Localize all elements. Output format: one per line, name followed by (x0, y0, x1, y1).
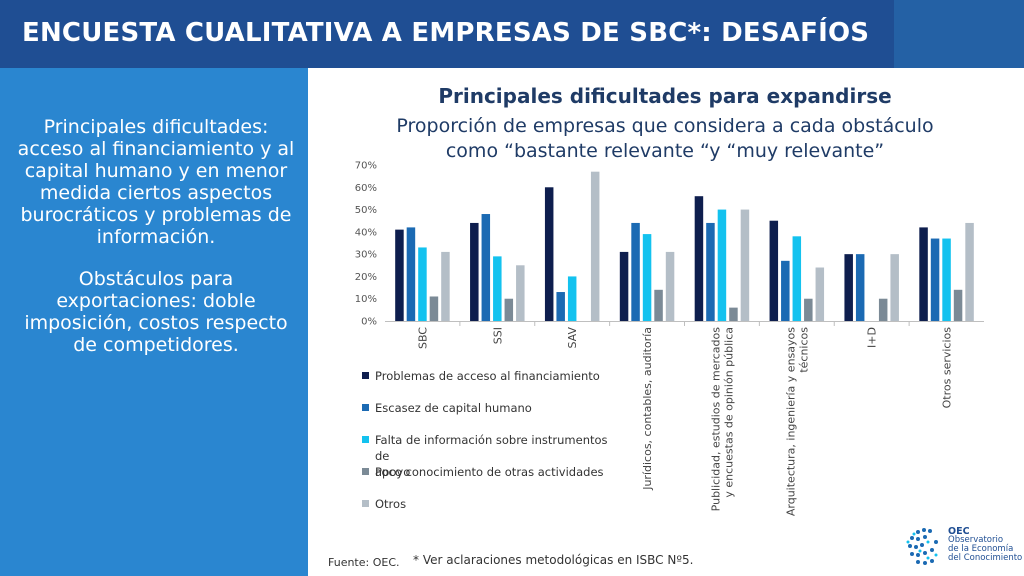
x-category-label: SSI (491, 327, 504, 344)
bar (878, 298, 888, 321)
y-tick-label: 60% (355, 183, 377, 194)
bar (781, 260, 790, 321)
legend-label-line: Poco conocimiento de otras actividades (375, 465, 604, 479)
legend-label-line: Escasez de capital humano (375, 401, 532, 415)
bar (890, 254, 899, 321)
legend-label-line: Falta de información sobre instrumentos … (375, 433, 608, 463)
legend-label-line: Otros (375, 497, 407, 511)
x-category-label: SAV (566, 327, 579, 349)
legend-label-line: apoyo (375, 465, 411, 479)
legend-item: Poco conocimiento de otras actividades (362, 464, 622, 480)
legend-item: Problemas de acceso al financiamiento (362, 368, 622, 384)
oec-logo-text: OEC Observatorio de la Economía del Cono… (948, 527, 1022, 563)
oec-logo-icon (906, 528, 938, 565)
summary-text: Principales dificultades: acceso al fina… (10, 116, 302, 376)
bar (504, 298, 514, 321)
bar (441, 251, 450, 321)
legend-item: Otros (362, 496, 622, 512)
legend-swatch (362, 436, 369, 443)
y-tick-label: 20% (355, 272, 377, 283)
bar (844, 254, 853, 321)
legend-label: Falta de información sobre instrumentos … (375, 432, 622, 480)
bar (429, 296, 439, 321)
legend-swatch (362, 500, 369, 507)
bar (631, 222, 640, 321)
bar (516, 265, 525, 321)
x-category-label: SBC (416, 327, 429, 349)
bar (965, 222, 974, 321)
x-category-label: técnicos (797, 327, 810, 373)
legend-label: Otros (375, 496, 406, 512)
bar (729, 307, 738, 321)
legend-label: Escasez de capital humano (375, 400, 532, 416)
source-note: Fuente: OEC. (328, 556, 400, 569)
legend-swatch (362, 404, 369, 411)
page-title: ENCUESTA CUALITATIVA A EMPRESAS DE SBC*:… (22, 18, 870, 48)
bar-chart: 0% 10% 20% 30% 40% 50% 60% 70% SBC SSI SAV Jurídico… (355, 161, 984, 516)
bar (418, 247, 427, 321)
x-category-label: y encuestas de opinión pública (722, 327, 735, 498)
bar (942, 238, 951, 321)
y-tick-label: 70% (355, 161, 377, 172)
logo-line2: de la Economía (948, 544, 1014, 554)
bar (665, 251, 675, 321)
legend-label: Problemas de acceso al financiamiento (375, 368, 600, 384)
methodology-note: * Ver aclaraciones metodológicas en ISBC… (413, 553, 694, 567)
bar (740, 209, 750, 321)
bar (769, 220, 779, 321)
header-accent (894, 0, 1024, 68)
bar (642, 234, 652, 321)
legend-item: Falta de información sobre instrumentos … (362, 432, 622, 480)
bar (919, 227, 928, 321)
chart-subtitle-line2: como “bastante relevante “y “muy relevan… (445, 140, 885, 162)
legend-label-line: Problemas de acceso al financiamiento (375, 369, 600, 383)
x-category-label: Arquitectura, ingeniería y ensayos (784, 327, 797, 516)
y-tick-label: 0% (361, 317, 377, 328)
x-category-label: Jurídicos, contables, auditoría (641, 327, 654, 491)
bar (953, 289, 963, 321)
y-tick-label: 50% (355, 205, 377, 216)
legend-item: Escasez de capital humano (362, 400, 622, 416)
summary-panel: Principales dificultades: acceso al fina… (0, 68, 308, 576)
bar (717, 209, 727, 321)
logo-acronym: OEC (948, 526, 970, 537)
chart-subtitle: Proporción de empresas que considera a c… (310, 114, 1020, 164)
summary-paragraph-exports: Obstáculos para exportaciones: doble imp… (24, 268, 288, 356)
x-category-label: I+D (866, 327, 879, 348)
bar (556, 292, 565, 321)
bar (493, 256, 502, 321)
logo-line1: Observatorio (948, 535, 1004, 545)
bar (544, 187, 554, 321)
bar (481, 214, 491, 321)
bar (930, 238, 940, 321)
header-bar: ENCUESTA CUALITATIVA A EMPRESAS DE SBC*:… (0, 0, 1024, 68)
bar (694, 196, 704, 321)
bar (619, 251, 629, 321)
bar (792, 236, 802, 321)
bar (855, 254, 865, 321)
bar (654, 289, 663, 321)
legend-label: Poco conocimiento de otras actividades (375, 464, 604, 480)
y-tick-label: 30% (355, 250, 377, 261)
chart-subtitle-line1: Proporción de empresas que considera a c… (396, 115, 934, 137)
bar (470, 222, 479, 321)
x-category-label: Otros servicios (941, 327, 954, 409)
chart-title: Principales dificultades para expandirse (438, 84, 892, 108)
bar (395, 229, 404, 321)
summary-paragraph-difficulties: Principales dificultades: acceso al fina… (17, 116, 295, 248)
y-tick-label: 40% (355, 227, 377, 238)
x-category-label: Publicidad, estudios de mercados (709, 327, 722, 512)
bar (406, 227, 416, 321)
bar (590, 171, 600, 321)
y-tick-label: 10% (355, 294, 377, 305)
bar (567, 276, 577, 321)
bar (706, 222, 715, 321)
bar (815, 267, 825, 321)
legend-swatch (362, 372, 369, 379)
logo-line3: del Conocimiento (948, 553, 1023, 563)
bar (804, 298, 813, 321)
legend-swatch (362, 468, 369, 475)
